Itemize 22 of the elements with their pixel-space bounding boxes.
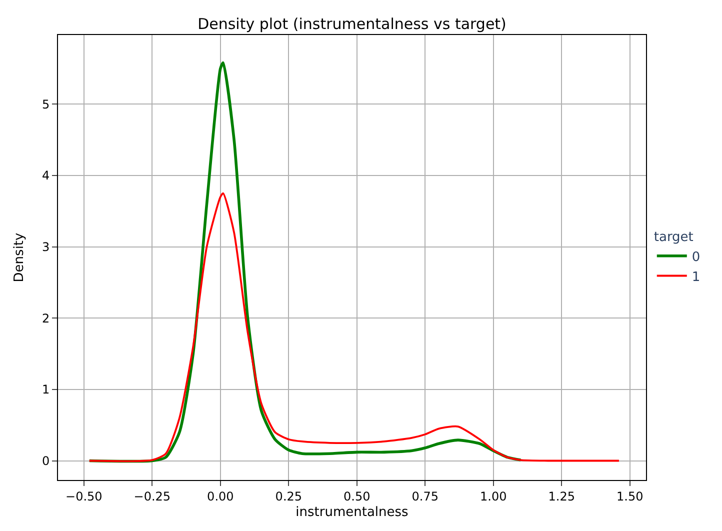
x-tick-label: 1.25 [548, 489, 576, 504]
x-tick-label: 0.00 [207, 489, 234, 504]
legend-label: 0 [692, 250, 700, 265]
y-tick-label: 2 [42, 311, 50, 326]
x-tick-label: 1.50 [616, 489, 644, 504]
x-tick-label: −0.50 [66, 489, 102, 504]
y-tick-label: 0 [42, 454, 50, 468]
x-tick-label: 1.00 [480, 489, 507, 504]
x-tick-label: 0.25 [275, 489, 302, 504]
y-tick-label: 5 [42, 97, 50, 112]
x-tick-label: 0.50 [344, 489, 370, 504]
chart-title: Density plot (instrumentalness vs target) [198, 15, 506, 34]
x-tick-label: 0.75 [412, 489, 439, 504]
x-tick-label: −0.25 [134, 489, 171, 504]
y-tick-label: 3 [42, 240, 50, 254]
y-axis-title: Density [12, 232, 27, 282]
legend-title: target [654, 230, 694, 245]
line-series [88, 192, 620, 462]
y-tick-label: 1 [42, 382, 50, 397]
y-tick-label: 4 [42, 168, 50, 183]
x-axis-title: instrumentalness [296, 505, 409, 520]
legend-label: 1 [692, 270, 700, 285]
